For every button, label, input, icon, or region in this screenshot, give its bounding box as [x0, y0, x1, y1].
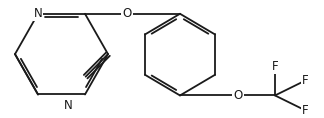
Text: F: F — [272, 60, 278, 73]
Text: F: F — [302, 74, 308, 87]
Text: O: O — [233, 89, 243, 102]
Text: O: O — [122, 7, 132, 20]
Text: F: F — [302, 104, 308, 117]
Text: N: N — [34, 7, 42, 20]
Text: N: N — [64, 99, 72, 112]
